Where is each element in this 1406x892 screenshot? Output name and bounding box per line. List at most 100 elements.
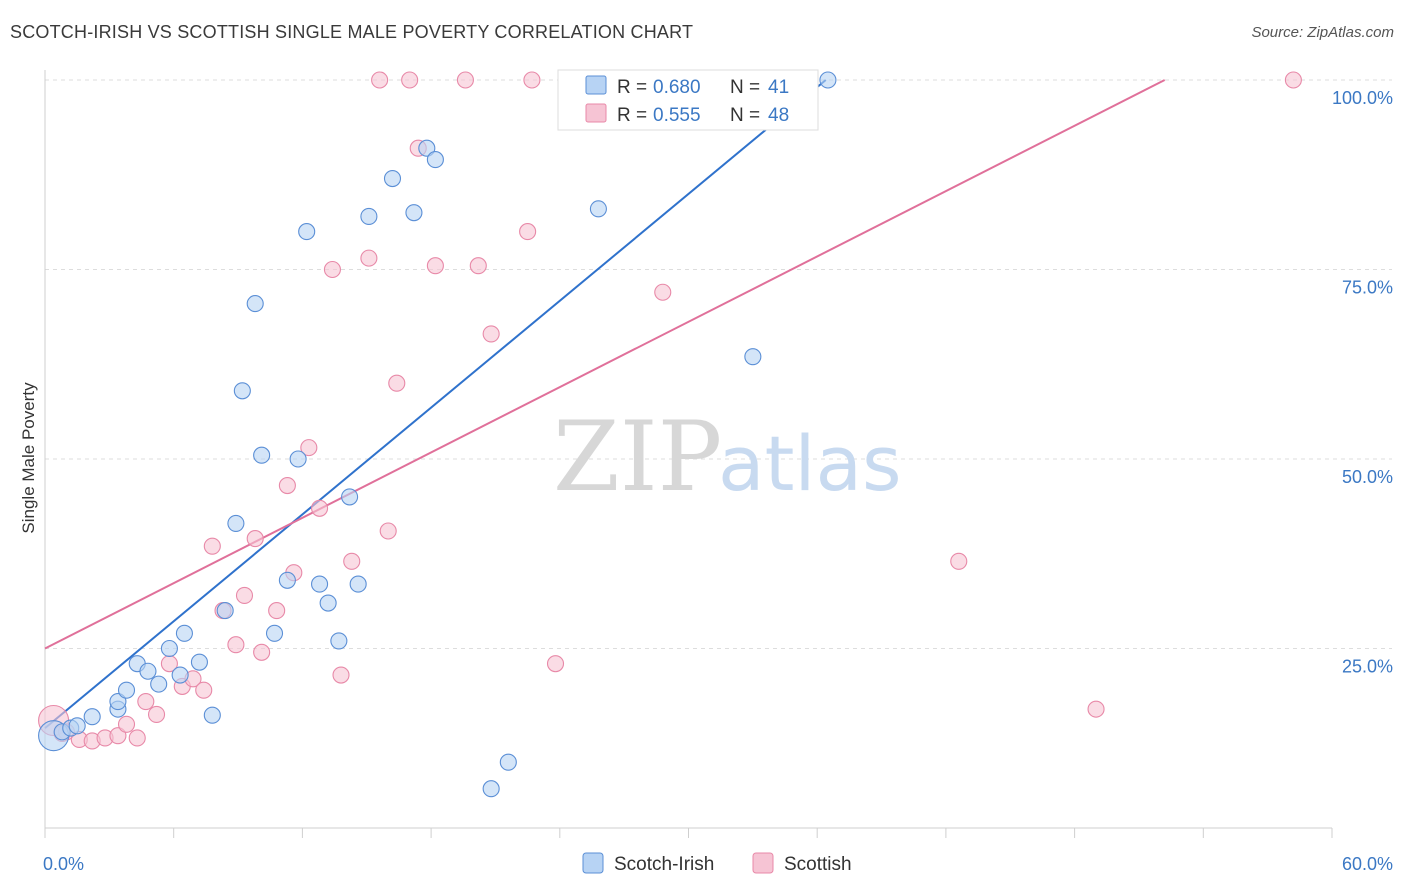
x-ticks — [44, 828, 1333, 838]
scottish-point — [1284, 71, 1302, 89]
scotch-irish-point — [246, 295, 264, 313]
scotch-irish-point — [482, 780, 500, 798]
watermark-atlas: atlas — [718, 419, 902, 508]
scotch-irish-point — [175, 624, 193, 642]
trend-line-scotch-irish — [44, 79, 827, 729]
scotch-irish-point — [744, 348, 762, 366]
scottish-point — [137, 693, 155, 711]
scotch-irish-point — [383, 169, 402, 188]
data-points — [38, 71, 1302, 798]
scotch-irish-point — [203, 706, 221, 724]
scottish-point — [128, 729, 146, 747]
scotch-irish-point — [341, 488, 359, 506]
scotch-irish-point — [289, 450, 307, 468]
scottish-point — [482, 325, 500, 343]
x-tick-label-max: 60.0% — [1342, 854, 1393, 874]
scottish-point — [203, 537, 221, 555]
scotch-irish-point — [171, 666, 189, 684]
legend-swatch-blue — [585, 75, 607, 95]
scottish-point — [195, 681, 213, 699]
scotch-irish-point — [253, 446, 271, 464]
scottish-point — [343, 552, 361, 570]
legend-n-label-1: N = — [730, 77, 760, 98]
scotch-irish-point — [278, 571, 296, 589]
scotch-irish-point — [426, 151, 444, 169]
scottish-point — [235, 586, 254, 604]
scottish-point — [456, 71, 474, 89]
scotch-irish-point — [418, 139, 436, 157]
scottish-point — [360, 249, 378, 267]
scotch-irish-point — [117, 681, 136, 699]
scotch-irish-point — [360, 207, 378, 225]
scotch-irish-point — [68, 717, 86, 735]
scotch-irish-point — [589, 200, 607, 218]
series-legend-label-blue: Scotch-Irish — [614, 854, 714, 875]
source-label: Source: ZipAtlas.com — [1251, 24, 1394, 41]
watermark: ZIP atlas — [553, 401, 902, 513]
scottish-point — [1087, 700, 1105, 718]
y-tick-labels: 25.0% 50.0% 75.0% 100.0% — [1332, 88, 1393, 677]
series-legend-label-pink: Scottish — [784, 854, 852, 875]
scotch-irish-point — [190, 653, 208, 671]
scotch-irish-point — [499, 753, 517, 771]
scottish-point — [278, 476, 296, 495]
chart-title: SCOTCH-IRISH VS SCOTTISH SINGLE MALE POV… — [10, 22, 694, 42]
scotch-irish-point — [216, 602, 234, 620]
scottish-point — [253, 643, 271, 661]
scottish-point — [332, 666, 350, 684]
scotch-irish-point — [160, 639, 178, 658]
legend-swatch-pink — [585, 103, 607, 123]
y-tick-label: 50.0% — [1342, 467, 1393, 487]
scotch-irish-point — [349, 575, 367, 593]
scottish-point — [401, 71, 419, 89]
scotch-irish-point — [83, 708, 101, 726]
series-legend: Scotch-Irish Scottish — [582, 852, 852, 875]
legend-r-label-1: R = — [617, 77, 647, 98]
series-legend-swatch-pink — [752, 852, 774, 874]
scottish-point — [109, 727, 127, 745]
scotch-irish-point — [405, 204, 423, 222]
scotch-irish-point — [298, 223, 316, 241]
scotch-irish-point — [319, 594, 337, 612]
scottish-point — [147, 705, 166, 723]
scotch-irish-point — [819, 71, 837, 89]
scottish-point — [654, 283, 672, 301]
y-axis-label: Single Male Poverty — [19, 382, 38, 534]
scottish-point — [371, 71, 389, 89]
scottish-point — [469, 257, 487, 275]
scottish-point — [950, 552, 968, 570]
legend-n-value-1: 41 — [768, 77, 789, 98]
series-legend-swatch-blue — [582, 852, 604, 874]
legend-r-value-2: 0.555 — [653, 105, 701, 126]
scotch-irish-point — [139, 662, 157, 680]
y-tick-label: 100.0% — [1332, 88, 1393, 108]
scottish-point — [323, 260, 341, 279]
gridlines — [45, 79, 1392, 649]
scotch-irish-point — [311, 575, 329, 593]
scottish-point — [300, 439, 318, 457]
scottish-point — [388, 374, 406, 392]
scotch-irish-point — [150, 675, 168, 693]
legend-r-value-1: 0.680 — [653, 77, 701, 98]
scottish-point — [523, 71, 541, 89]
watermark-zip: ZIP — [553, 401, 722, 513]
scotch-irish-point — [330, 632, 348, 650]
y-tick-label: 25.0% — [1342, 657, 1393, 677]
stats-legend: R = 0.680 N = 41 R = 0.555 N = 48 — [557, 69, 819, 131]
scottish-point — [519, 223, 537, 241]
scotch-irish-point — [227, 514, 245, 532]
scotch-irish-point — [265, 624, 284, 642]
scottish-point — [311, 499, 329, 517]
legend-n-value-2: 48 — [768, 105, 789, 126]
trend-lines — [44, 79, 1166, 729]
x-tick-label-min: 0.0% — [43, 854, 84, 874]
trend-line-scottish — [44, 79, 1166, 650]
scottish-point — [426, 257, 444, 275]
scottish-point — [268, 602, 286, 620]
y-tick-label: 75.0% — [1342, 278, 1393, 298]
scottish-point — [117, 715, 136, 733]
scottish-point — [546, 655, 565, 673]
scottish-point — [246, 530, 264, 548]
scottish-point — [227, 636, 245, 654]
